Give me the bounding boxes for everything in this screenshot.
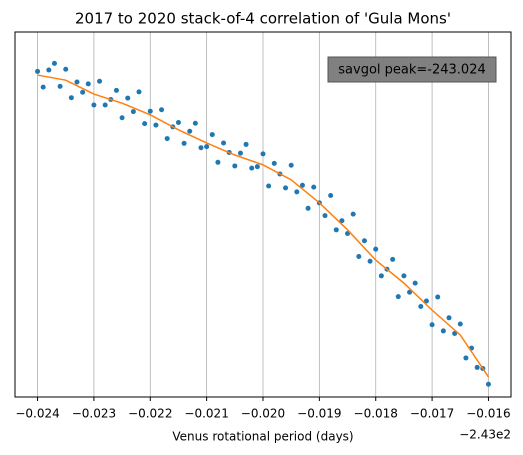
point xyxy=(446,315,452,321)
point xyxy=(147,108,153,114)
point xyxy=(232,163,238,169)
x-tick-label: −0.017 xyxy=(410,407,454,421)
point xyxy=(51,60,57,66)
marks xyxy=(35,60,491,387)
point xyxy=(266,183,272,189)
point xyxy=(57,83,63,89)
point xyxy=(192,120,198,126)
point xyxy=(378,273,384,279)
line xyxy=(37,74,490,378)
point xyxy=(40,84,46,90)
point xyxy=(333,227,339,233)
point xyxy=(35,68,41,74)
point xyxy=(452,330,458,336)
point xyxy=(142,121,148,127)
point xyxy=(243,141,249,147)
point xyxy=(221,140,227,146)
x-tick-label: −0.023 xyxy=(72,407,116,421)
point xyxy=(401,273,407,279)
point xyxy=(209,132,215,138)
x-tick-label: −0.016 xyxy=(466,407,510,421)
point xyxy=(423,298,429,304)
x-tick-label: −0.020 xyxy=(241,407,285,421)
point xyxy=(215,159,221,165)
point xyxy=(299,182,305,188)
point xyxy=(181,140,187,146)
chart-title: 2017 to 2020 stack-of-4 correlation of '… xyxy=(75,10,451,28)
point xyxy=(485,381,491,387)
x-tick-label: −0.021 xyxy=(184,407,228,421)
point xyxy=(418,303,424,309)
point xyxy=(339,218,345,224)
point xyxy=(164,136,170,142)
annotation: savgol peak=-243.024 xyxy=(338,63,485,78)
point xyxy=(85,81,91,87)
x-tick-label: −0.018 xyxy=(354,407,398,421)
point xyxy=(113,87,119,93)
point xyxy=(361,238,367,244)
point xyxy=(260,151,266,157)
point xyxy=(311,184,317,190)
point xyxy=(74,79,80,85)
point xyxy=(119,115,125,121)
point xyxy=(46,67,52,73)
point xyxy=(102,102,108,108)
point xyxy=(175,120,181,126)
point xyxy=(367,258,373,264)
point xyxy=(125,95,131,101)
point xyxy=(429,322,435,328)
point xyxy=(271,160,277,166)
point xyxy=(407,289,413,295)
point xyxy=(237,150,243,156)
x-offset-label: −2.43e2 xyxy=(459,428,511,442)
point xyxy=(153,122,159,128)
point xyxy=(97,78,103,84)
point xyxy=(254,164,260,170)
point xyxy=(91,102,97,108)
point xyxy=(435,294,441,300)
point xyxy=(328,193,334,199)
point xyxy=(412,280,418,286)
point xyxy=(283,185,289,191)
point xyxy=(350,211,356,217)
point xyxy=(136,89,142,95)
point xyxy=(305,205,311,211)
point xyxy=(373,246,379,252)
annotation-box xyxy=(327,56,497,83)
x-tick-label: −0.022 xyxy=(128,407,172,421)
point xyxy=(395,294,401,300)
point xyxy=(294,189,300,195)
point xyxy=(390,256,396,262)
point xyxy=(463,355,469,361)
point xyxy=(457,321,463,327)
grid xyxy=(37,32,489,397)
point xyxy=(204,144,210,150)
point xyxy=(249,165,255,171)
x-axis-label: Venus rotational period (days) xyxy=(172,430,353,444)
point xyxy=(356,253,362,259)
point xyxy=(130,109,136,115)
point xyxy=(440,328,446,334)
point xyxy=(288,162,294,168)
point xyxy=(322,213,328,219)
x-tick-label: −0.019 xyxy=(297,407,341,421)
point xyxy=(198,145,204,151)
point xyxy=(80,89,86,95)
point xyxy=(63,66,69,72)
point xyxy=(474,364,480,370)
x-tick-label: −0.024 xyxy=(15,407,59,421)
point xyxy=(159,107,165,113)
point xyxy=(68,95,74,101)
point xyxy=(187,128,193,134)
